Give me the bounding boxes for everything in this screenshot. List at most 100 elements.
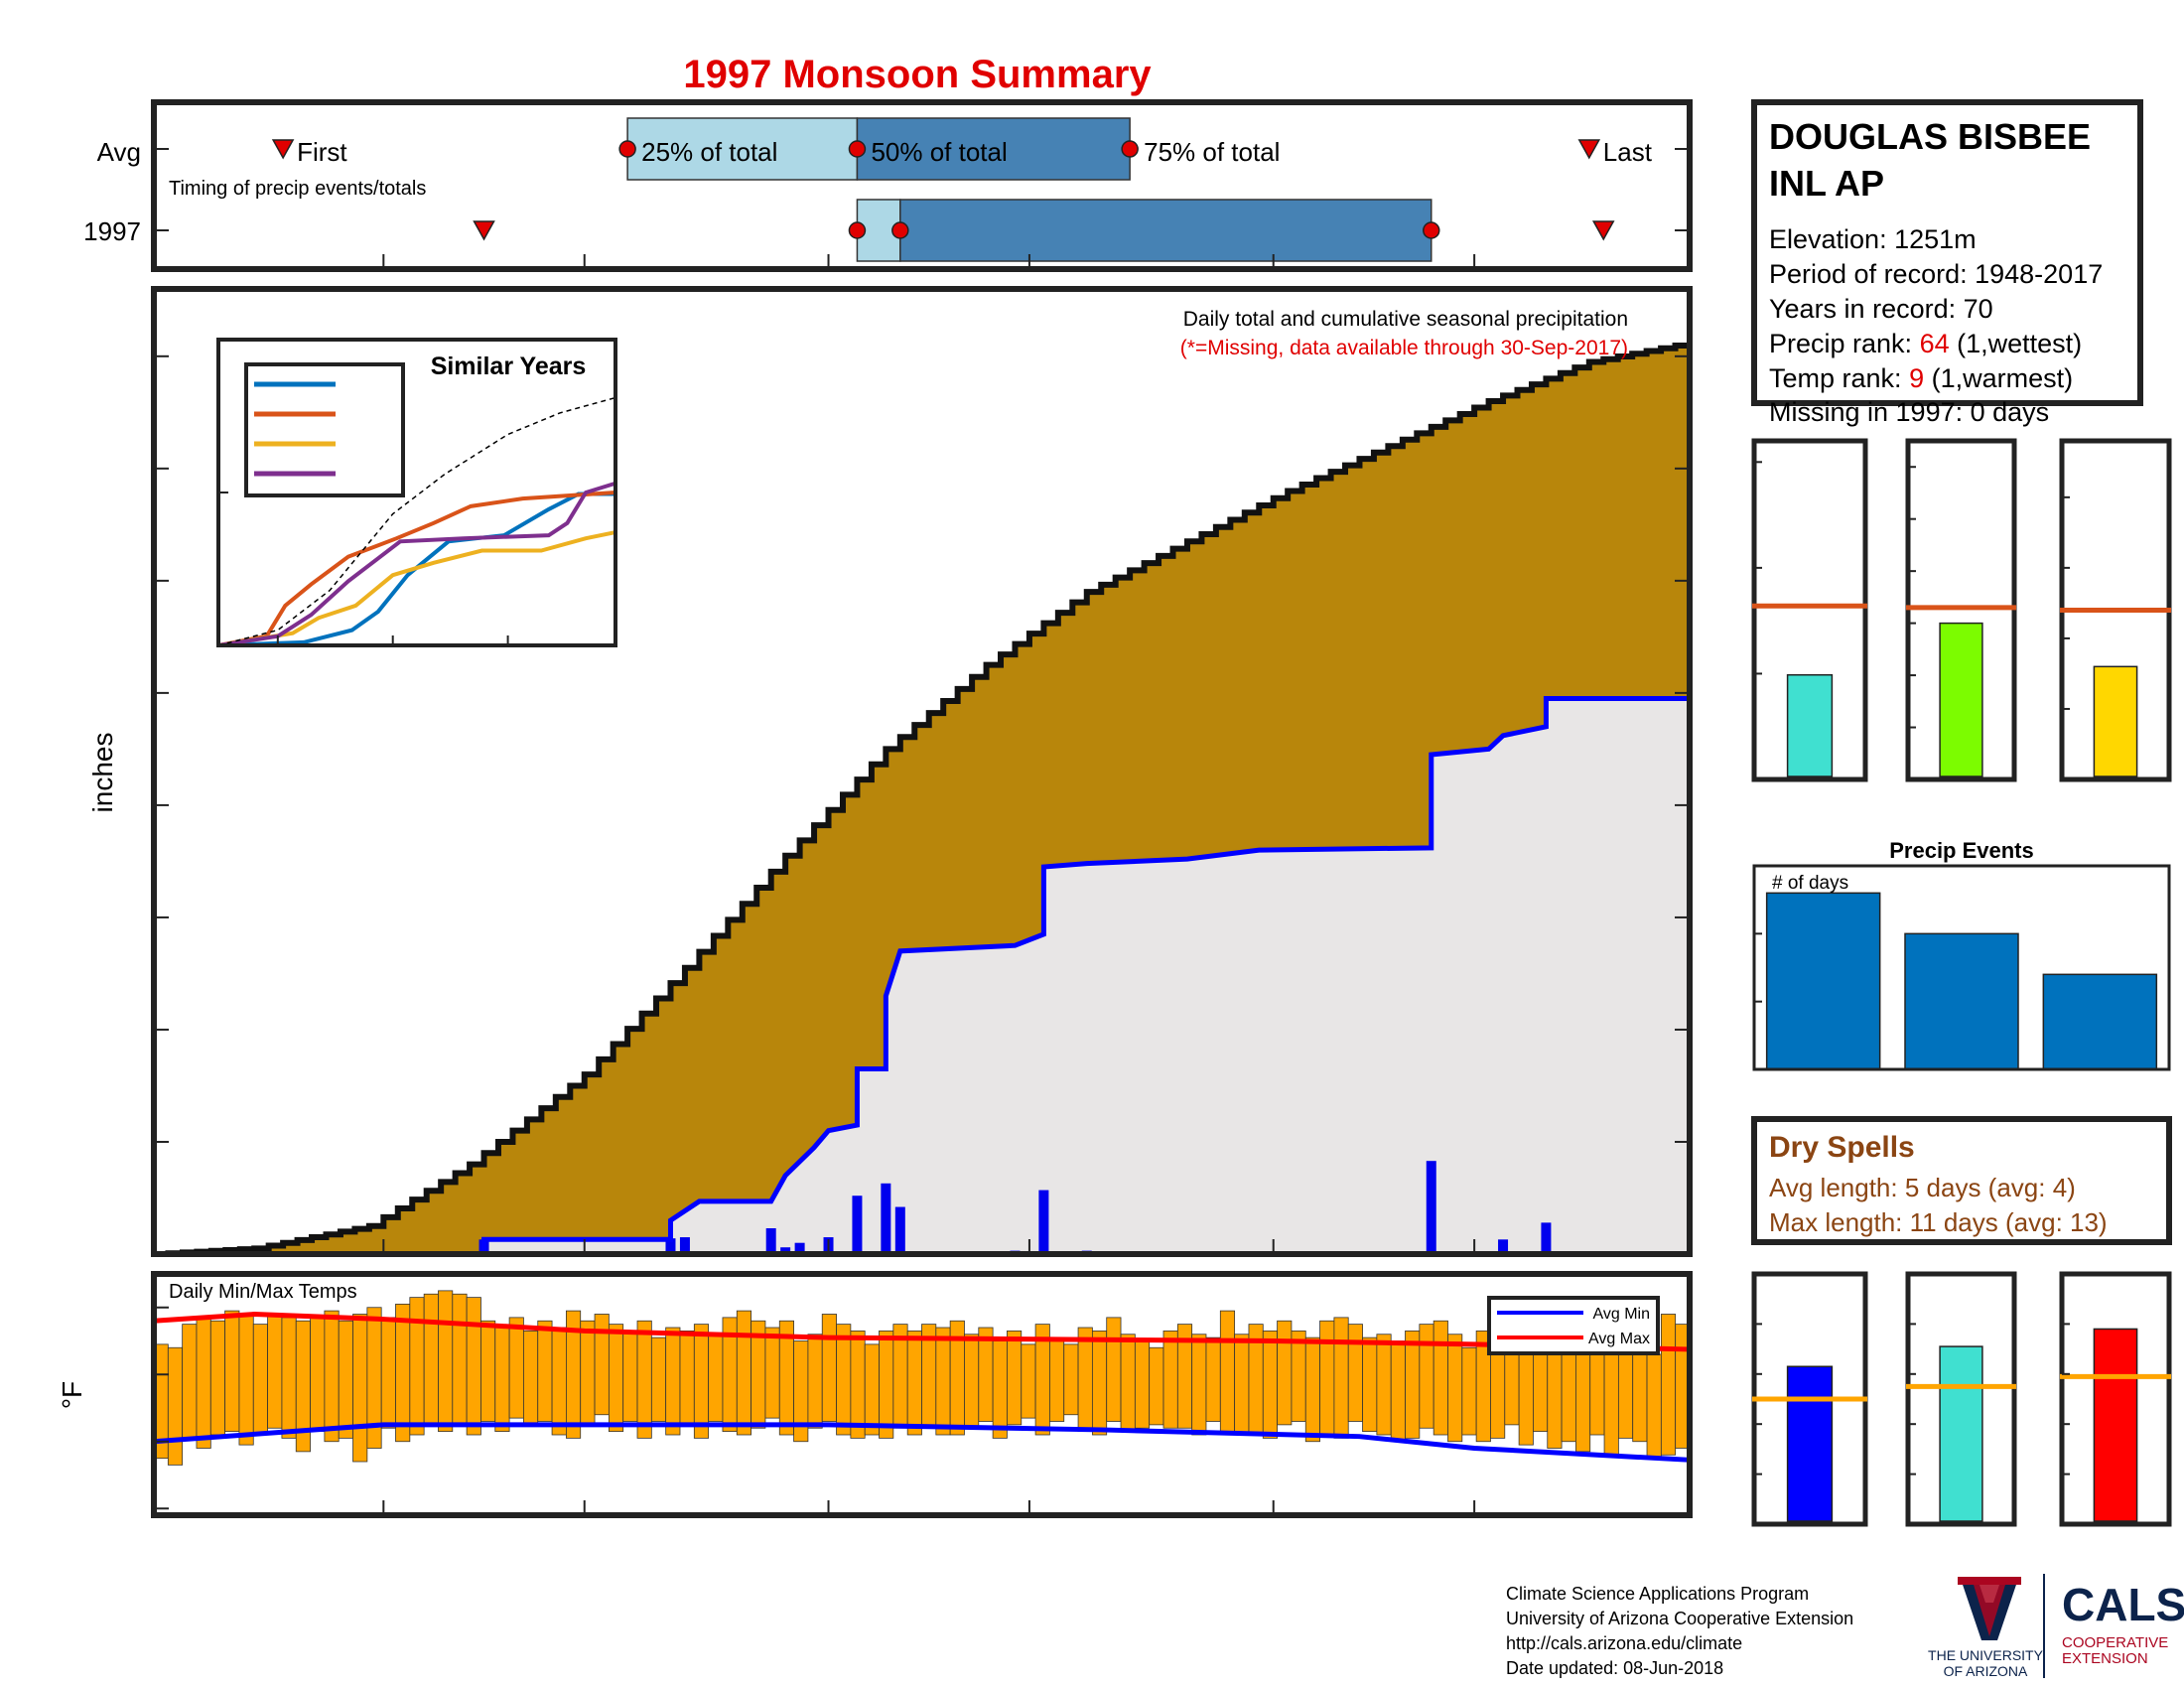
daily-temp-range-bar (679, 1330, 695, 1426)
events-marks (1754, 865, 2158, 1070)
dry-spells-frame (1751, 1116, 2172, 1245)
avg-p75-dot (1121, 140, 1139, 158)
y1997-p50-dot (891, 221, 909, 239)
daily-temp-range-bar (1162, 1330, 1178, 1429)
p25-label: 25% of total (641, 137, 777, 167)
daily-temp-range-bar (423, 1293, 439, 1426)
temp-chart-marks (153, 1290, 1691, 1466)
daily-precip-bar (794, 1242, 805, 1254)
inset-series-line-2004 (217, 481, 616, 647)
daily-precip-bar (1038, 1190, 1049, 1254)
figure-title: 1997 Monsoon Summary (683, 53, 1152, 96)
event-bar-light (1765, 892, 1881, 1070)
footer-line4: Date updated: 08-Jun-2018 (1506, 1658, 1723, 1678)
station-info-box: DOUGLAS BISBEE INL AP Elevation: 1251m P… (1751, 99, 2143, 427)
daily-temp-range-bar (1433, 1320, 1448, 1436)
daily-temp-range-bar (508, 1317, 524, 1419)
daily-precip-bar (894, 1206, 905, 1254)
daily-temp-range-bar (1007, 1330, 1023, 1426)
daily-temp-range-bar (1277, 1320, 1293, 1426)
daily-temp-range-bar (1063, 1343, 1079, 1416)
avg-last-marker (1577, 139, 1601, 160)
daily-temp-range-bar (1106, 1317, 1122, 1422)
daily-precip-bar (881, 1183, 891, 1254)
daily-temp-range-bar (1419, 1324, 1434, 1429)
first-label: First (297, 137, 347, 167)
daily-temp-range-bar (494, 1327, 510, 1433)
ua-a-logo-bar (1958, 1577, 2021, 1585)
avg-p25-p50-box (626, 117, 859, 181)
timing-row-label-avg: Avg (97, 137, 141, 167)
date-x-axis (153, 254, 1691, 1515)
daily-temp-range-bar (1234, 1334, 1250, 1436)
daily-temp-range-bar (1149, 1346, 1164, 1426)
daily-temp-range-bar (1191, 1334, 1207, 1436)
daily-temp-range-bar (1219, 1310, 1236, 1436)
events-frame (1752, 864, 2171, 1071)
inset-title: Similar Years (431, 352, 587, 380)
daily-precip-bar (765, 1228, 776, 1254)
ua-a-logo-inner (1974, 1585, 2005, 1636)
temp-chart-title: Daily Min/Max Temps (169, 1281, 357, 1303)
year-cumulative-line (154, 696, 1690, 1257)
dry-spells-avg-length: Avg length: 5 days (avg: 4) (1769, 1173, 2076, 1202)
daily-temp-range-bar (1291, 1330, 1306, 1422)
last-label: Last (1603, 137, 1653, 167)
daily-temp-range-bar (1077, 1327, 1093, 1433)
tmin-value-bar (1786, 1365, 1834, 1522)
intensity-value-bar (2093, 665, 2138, 777)
daily-precip-bar (665, 1238, 676, 1254)
daily-precip-bar (1426, 1161, 1436, 1254)
daily-precip-bar (679, 1237, 690, 1254)
daily-temp-range-bar (964, 1334, 980, 1429)
daily-temp-range-bar (807, 1334, 823, 1429)
temp-legend (1487, 1296, 1660, 1355)
daily-temp-range-bar (324, 1310, 340, 1443)
station-elevation: Elevation: 1251m (1769, 224, 1977, 254)
main-chart-note-missing: (*=Missing, data available through 30-Se… (1180, 337, 1628, 359)
tmax-value-bar (2093, 1328, 2138, 1522)
daily-temp-range-bar (1405, 1330, 1421, 1439)
daily-precip-bar (852, 1196, 863, 1254)
daily-temp-range-bar (864, 1343, 880, 1436)
station-years: Years in record: 70 (1769, 294, 1993, 324)
daily-temp-range-bar (879, 1330, 894, 1439)
inset-series-line-average (217, 396, 616, 646)
precip-events-chart: Precip Events # of days (1752, 838, 2171, 1071)
daily-temp-range-bar (167, 1346, 184, 1466)
station-name-line2: INL AP (1769, 163, 1884, 204)
daily-temp-range-bar (1021, 1343, 1036, 1419)
main-y-axis (154, 354, 1690, 1255)
events-title: Precip Events (1889, 838, 2034, 863)
daily-temp-range-bar (452, 1293, 468, 1426)
daily-temp-range-bar (608, 1324, 624, 1433)
timing-caption: Timing of precip events/totals (169, 178, 426, 200)
daily-temp-range-bar (1049, 1336, 1065, 1422)
daily-temp-range-bar (252, 1324, 268, 1436)
main-y-axis-label: inches (87, 733, 118, 813)
footer-line3: http://cals.arizona.edu/climate (1506, 1633, 1742, 1653)
inset-series-line-2003 (217, 530, 616, 647)
university-of-arizona-logo: THE UNIVERSITY OF ARIZONA (1928, 1577, 2044, 1679)
daily-temp-range-bar (1646, 1353, 1662, 1460)
year-p50-p75-box (899, 199, 1433, 262)
dry-spells-title: Dry Spells (1769, 1131, 1915, 1164)
events-y-label: # of days (1772, 873, 1848, 894)
timing-panel: Avg 1997 Timing of precip events/totals … (83, 99, 1693, 272)
dry-spells-max-length: Max length: 11 days (avg: 13) (1769, 1207, 2108, 1237)
event-bar-heavy (2042, 973, 2158, 1070)
avg-p50-dot (848, 140, 867, 158)
daily-temp-range-bar (209, 1320, 226, 1436)
daily-temp-range-bar (238, 1314, 254, 1446)
main-chart-marks (154, 342, 1693, 1257)
daily-temp-range-bar (1461, 1346, 1477, 1436)
daily-temp-range-bar (551, 1327, 567, 1436)
avg-max-temp-line (153, 1311, 1691, 1352)
daily-temp-range-bar (736, 1310, 752, 1436)
dry-spells-box: Dry Spells Avg length: 5 days (avg: 4) M… (1751, 1116, 2172, 1245)
temperature-chart: °F Daily Min/Max Temps Avg Min Avg Max (57, 254, 1693, 1518)
temp-frame (151, 1271, 1693, 1518)
daily-temp-range-bar (836, 1324, 852, 1436)
daily-temp-range-bar (1362, 1336, 1378, 1433)
